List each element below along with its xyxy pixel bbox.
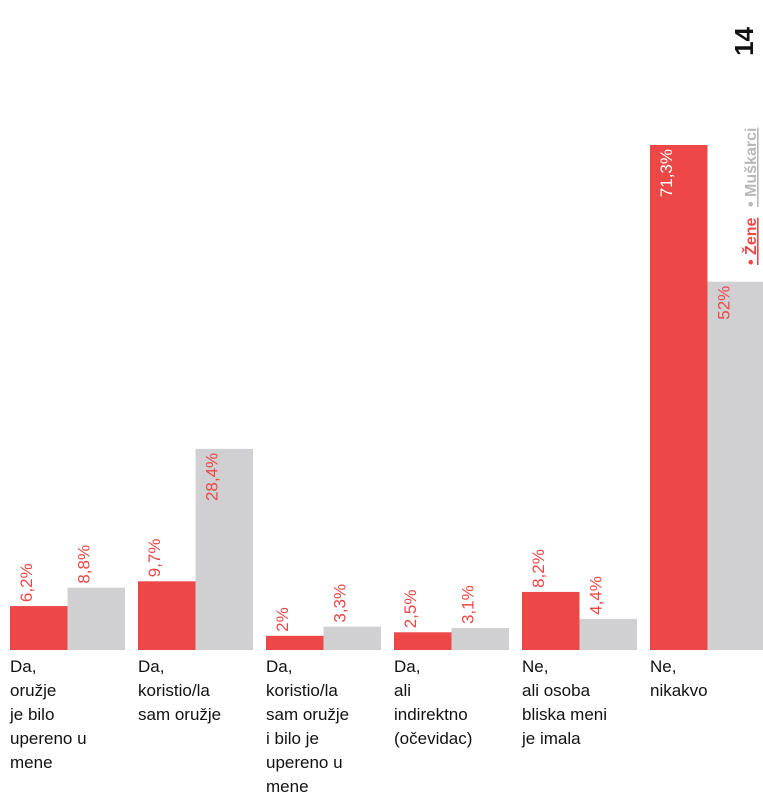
page-number: 14 <box>729 26 759 55</box>
category-label-4: Ne, ali osoba bliska meni je imala <box>521 657 607 748</box>
bar-women-5 <box>650 145 708 650</box>
category-label-line: je bilo <box>9 705 54 724</box>
category-label-line: Ne, <box>650 657 676 676</box>
category-labels-layer: Da, oružje je bilo upereno u mene Da, koristio… <box>9 657 708 796</box>
category-label-line: Da, <box>266 657 292 676</box>
category-label-line: upereno u <box>10 729 87 748</box>
category-label-line: sam oružje <box>138 705 221 724</box>
category-label-1: Da, koristio/la sam oružje <box>138 657 221 724</box>
value-label-women-4: 8,2% <box>529 549 548 588</box>
bar-women-3 <box>394 632 452 650</box>
category-label-line: ali <box>394 681 411 700</box>
category-label-line: upereno u <box>266 753 343 772</box>
category-label-line: indirektno <box>394 705 468 724</box>
bar-women-0 <box>10 606 68 650</box>
category-label-line: mene <box>10 753 53 772</box>
category-label-2: Da, koristio/la sam oružje i bilo je upereno… <box>266 657 349 796</box>
category-label-line: Ne, <box>522 657 548 676</box>
value-label-men-1: 28,4% <box>203 453 222 501</box>
category-label-line: nikakvo <box>650 681 708 700</box>
legend: • Žene • Muškarci <box>741 128 760 265</box>
category-label-3: Da, ali indirektno (očevidac) <box>394 657 472 748</box>
category-label-line: mene <box>266 777 309 796</box>
category-label-line: i bilo je <box>266 729 319 748</box>
category-label-line: bliska meni <box>522 705 607 724</box>
value-label-women-1: 9,7% <box>145 539 164 578</box>
bar-women-4 <box>522 591 580 650</box>
bar-men-3 <box>451 628 509 650</box>
category-label-0: Da, oružje je bilo upereno u mene <box>9 657 87 772</box>
bar-men-0 <box>67 587 125 650</box>
legend-men: • Muškarci <box>743 128 760 207</box>
value-label-women-2: 2% <box>273 607 292 632</box>
category-label-line: Da, <box>138 657 164 676</box>
value-label-men-3: 3,1% <box>459 585 478 624</box>
bar-women-2 <box>266 635 324 650</box>
value-label-women-5: 71,3% <box>657 149 676 197</box>
value-label-women-0: 6,2% <box>17 563 36 602</box>
value-label-men-0: 8,8% <box>75 545 94 584</box>
category-label-line: koristio/la <box>138 681 210 700</box>
bar-women-1 <box>138 581 196 650</box>
bar-men-5 <box>707 281 763 650</box>
bar-men-2 <box>323 626 381 650</box>
value-label-men-2: 3,3% <box>331 584 350 623</box>
bar-men-4 <box>579 618 637 650</box>
category-label-line: Da, <box>10 657 36 676</box>
category-label-5: Ne, nikakvo <box>650 657 708 700</box>
category-label-line: ali osoba <box>522 681 591 700</box>
category-label-line: sam oružje <box>266 705 349 724</box>
category-label-line: je imala <box>521 729 581 748</box>
value-labels-layer: 6,2% 8,8% 9,7% 28,4% 2% 3,3% 2,5% 3,1% 8,2% 4,4% 7… <box>17 149 734 632</box>
category-label-line: oružje <box>10 681 56 700</box>
value-label-men-5: 52% <box>715 286 734 320</box>
category-label-line: koristio/la <box>266 681 338 700</box>
value-label-women-3: 2,5% <box>401 590 420 629</box>
legend-women: • Žene <box>741 218 760 265</box>
value-label-men-4: 4,4% <box>587 576 606 615</box>
category-label-line: Da, <box>394 657 420 676</box>
bars-layer <box>10 145 763 650</box>
bar-men-1 <box>195 448 253 650</box>
category-label-line: (očevidac) <box>394 729 472 748</box>
